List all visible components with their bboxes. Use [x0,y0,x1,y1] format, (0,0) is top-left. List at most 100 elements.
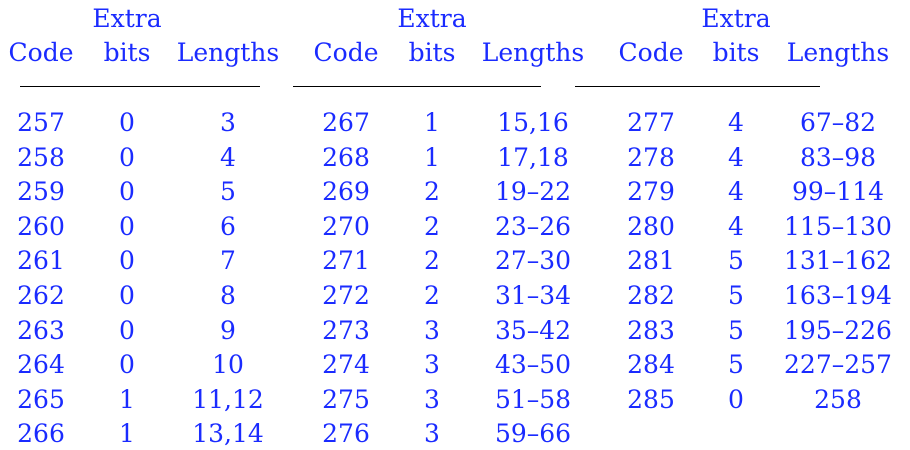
header-bits: bits [712,38,760,67]
header-extra-top: Extra [701,4,771,33]
cell-lengths: 195–226 [784,315,892,345]
cell-bits: 5 [728,246,744,276]
cell-bits: 1 [424,142,440,172]
cell-lengths: 115–130 [784,211,892,241]
cell-bits: 2 [424,281,440,310]
cell-code: 281 [627,246,675,276]
cell-code: 280 [627,211,675,241]
cell-lengths: 19–22 [494,177,572,207]
cell-code: 272 [322,281,370,310]
cell-lengths: 163–194 [784,281,892,310]
cell-bits: 2 [424,211,440,241]
cell-bits: 4 [728,211,744,241]
cell-code: 263 [17,315,65,345]
cell-bits: 5 [728,350,744,380]
header-bits: bits [103,38,151,67]
cell-code: 278 [627,142,675,172]
header-extra-top: Extra [92,4,162,33]
cell-code: 261 [17,246,65,276]
header-lengths: Lengths [176,38,280,67]
cell-lengths: 51–58 [494,384,572,414]
cell-bits: 1 [119,419,135,449]
cell-lengths: 227–257 [784,350,892,380]
cell-code: 283 [627,315,675,345]
cell-code: 273 [322,315,370,345]
cell-lengths: 8 [220,281,236,310]
cell-bits: 0 [119,108,135,137]
cell-bits: 2 [424,177,440,207]
cell-bits: 4 [728,142,744,172]
cell-code: 269 [322,177,370,207]
cell-lengths: 17,18 [497,142,569,172]
cell-bits: 2 [424,246,440,276]
cell-code: 277 [627,108,675,137]
cell-code: 266 [17,419,65,449]
cell-code: 265 [17,384,65,414]
cell-lengths: 3 [220,108,236,137]
cell-lengths: 258 [814,384,862,414]
header-extra-top: Extra [397,4,467,33]
cell-code: 270 [322,211,370,241]
cell-bits: 5 [728,281,744,310]
cell-code: 271 [322,246,370,276]
header-code: Code [618,38,684,67]
cell-bits: 3 [424,350,440,380]
cell-code: 267 [322,108,370,137]
cell-lengths: 10 [212,350,244,380]
cell-code: 285 [627,384,675,414]
cell-bits: 5 [728,315,744,345]
cell-code: 264 [17,350,65,380]
cell-code: 275 [322,384,370,414]
cell-lengths: 67–82 [799,108,877,137]
cell-lengths: 4 [220,142,236,172]
cell-lengths: 7 [220,246,236,276]
cell-bits: 0 [119,211,135,241]
cell-lengths: 83–98 [799,142,877,172]
cell-bits: 1 [119,384,135,414]
cell-bits: 3 [424,419,440,449]
cell-bits: 0 [119,281,135,310]
cell-lengths: 13,14 [192,419,264,449]
cell-bits: 0 [119,315,135,345]
cell-bits: 3 [424,315,440,345]
cell-bits: 0 [119,142,135,172]
cell-bits: 3 [424,384,440,414]
cell-bits: 0 [119,350,135,380]
cell-lengths: 6 [220,211,236,241]
cell-code: 279 [627,177,675,207]
cell-code: 282 [627,281,675,310]
header-lengths: Lengths [786,38,890,67]
cell-code: 276 [322,419,370,449]
cell-bits: 0 [728,384,744,414]
header-bits: bits [408,38,456,67]
cell-bits: 1 [424,108,440,137]
cell-lengths: 43–50 [494,350,572,380]
header-rule [575,86,820,87]
cell-lengths: 27–30 [494,246,572,276]
cell-lengths: 99–114 [791,177,885,207]
cell-lengths: 11,12 [192,384,264,414]
cell-bits: 4 [728,108,744,137]
header-code: Code [8,38,74,67]
cell-code: 268 [322,142,370,172]
header-rule [293,86,541,87]
cell-code: 284 [627,350,675,380]
cell-code: 260 [17,211,65,241]
cell-lengths: 15,16 [497,108,569,137]
cell-bits: 0 [119,246,135,276]
cell-code: 258 [17,142,65,172]
cell-bits: 4 [728,177,744,207]
cell-code: 262 [17,281,65,310]
cell-lengths: 59–66 [494,419,572,449]
cell-lengths: 35–42 [494,315,572,345]
header-code: Code [313,38,379,67]
cell-code: 257 [17,108,65,137]
cell-lengths: 131–162 [784,246,892,276]
header-rule [20,86,260,87]
cell-bits: 0 [119,177,135,207]
cell-lengths: 9 [220,315,236,345]
header-lengths: Lengths [481,38,585,67]
cell-lengths: 23–26 [494,211,572,241]
cell-code: 274 [322,350,370,380]
